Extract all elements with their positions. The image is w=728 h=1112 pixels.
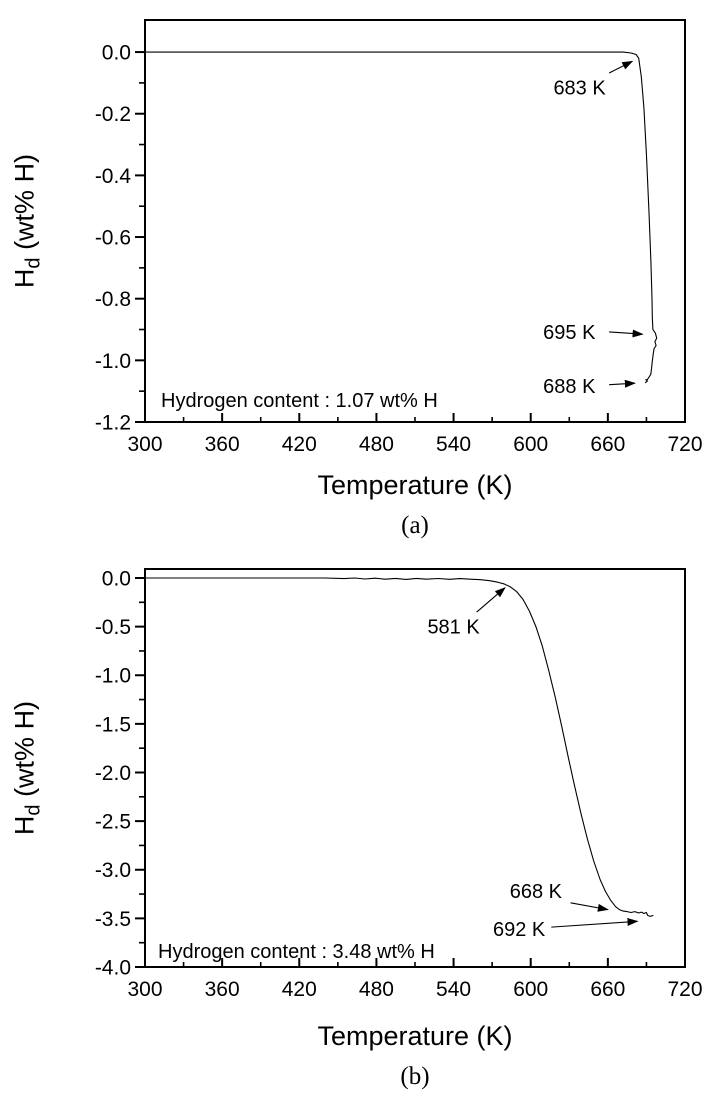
annotation-label-a: 688 K bbox=[543, 376, 596, 398]
y-axis-title-a-units: (wt% H) bbox=[9, 153, 40, 258]
x-tick-label-a: 600 bbox=[513, 433, 548, 456]
y-tick-label-b: -3.0 bbox=[95, 859, 131, 882]
y-tick-label-a: -1.0 bbox=[95, 350, 131, 373]
annotation-arrow-b bbox=[570, 902, 609, 912]
y-tick-label-a: -0.6 bbox=[95, 227, 131, 250]
x-tick-label-b: 300 bbox=[127, 978, 162, 1001]
plot-box-b bbox=[144, 568, 686, 968]
annotation-arrow-b bbox=[476, 587, 506, 613]
panel-label-a: (a) bbox=[401, 512, 429, 539]
curve-a bbox=[144, 51, 658, 384]
y-tick-label-a: -0.8 bbox=[95, 288, 131, 311]
x-axis-title-b: Temperature (K) bbox=[317, 1021, 513, 1051]
annotation-arrow-a bbox=[609, 329, 644, 338]
x-tick-label-a: 660 bbox=[590, 433, 625, 456]
y-tick-label-b: -4.0 bbox=[95, 957, 131, 980]
y-axis-title-b: Hd (wt% H) bbox=[9, 700, 47, 836]
annotation-label-b: 668 K bbox=[510, 881, 563, 903]
x-tick-label-b: 600 bbox=[513, 978, 548, 1001]
y-tick-label-b: -3.5 bbox=[95, 908, 131, 931]
panel-label-b: (b) bbox=[400, 1063, 430, 1090]
inner-note-b: Hydrogen content : 3.48 wt% H bbox=[158, 941, 435, 963]
x-tick-label-b: 480 bbox=[359, 978, 394, 1001]
annotation-arrow-a bbox=[608, 60, 634, 74]
y-tick-label-a: -0.4 bbox=[95, 165, 132, 188]
x-tick-label-a: 360 bbox=[205, 433, 240, 456]
y-tick-label-b: -1.0 bbox=[95, 665, 131, 688]
x-tick-label-a: 720 bbox=[667, 433, 702, 456]
y-tick-label-b: 0.0 bbox=[102, 567, 131, 590]
annotation-label-b: 581 K bbox=[427, 617, 480, 639]
y-tick-label-b: -1.5 bbox=[95, 713, 131, 736]
x-tick-label-b: 540 bbox=[436, 978, 471, 1001]
x-tick-label-b: 660 bbox=[590, 978, 625, 1001]
annotation-arrow-a bbox=[609, 379, 636, 388]
y-axis-title-a-subscript: d bbox=[22, 257, 45, 269]
y-axis-title-b-main: H bbox=[9, 815, 40, 836]
inner-note-a: Hydrogen content : 1.07 wt% H bbox=[161, 390, 438, 412]
x-tick-label-a: 420 bbox=[282, 433, 317, 456]
y-tick-label-a: -0.2 bbox=[95, 103, 131, 126]
y-tick-label-b: -0.5 bbox=[95, 616, 131, 639]
annotation-label-b: 692 K bbox=[493, 919, 546, 941]
annotation-arrow-b bbox=[551, 917, 639, 928]
y-axis-title-a-main: H bbox=[9, 268, 40, 289]
annotation-label-a: 695 K bbox=[543, 322, 596, 344]
y-tick-label-a: -1.2 bbox=[95, 412, 131, 435]
x-tick-label-b: 420 bbox=[282, 978, 317, 1001]
plot-box-a bbox=[144, 19, 686, 423]
y-tick-label-b: -2.0 bbox=[95, 762, 131, 785]
x-tick-label-a: 540 bbox=[436, 433, 471, 456]
curve-b bbox=[144, 577, 654, 917]
x-tick-label-a: 300 bbox=[127, 433, 162, 456]
x-tick-label-a: 480 bbox=[359, 433, 394, 456]
annotation-label-a: 683 K bbox=[553, 78, 606, 100]
y-tick-label-a: 0.0 bbox=[102, 42, 131, 65]
x-axis-title-a: Temperature (K) bbox=[317, 470, 513, 500]
y-axis-title-b-subscript: d bbox=[22, 804, 45, 816]
x-tick-label-b: 360 bbox=[205, 978, 240, 1001]
y-tick-label-b: -2.5 bbox=[95, 811, 131, 834]
x-tick-label-b: 720 bbox=[667, 978, 702, 1001]
y-axis-title-b-units: (wt% H) bbox=[9, 700, 40, 805]
y-axis-title-a: Hd (wt% H) bbox=[9, 153, 47, 289]
